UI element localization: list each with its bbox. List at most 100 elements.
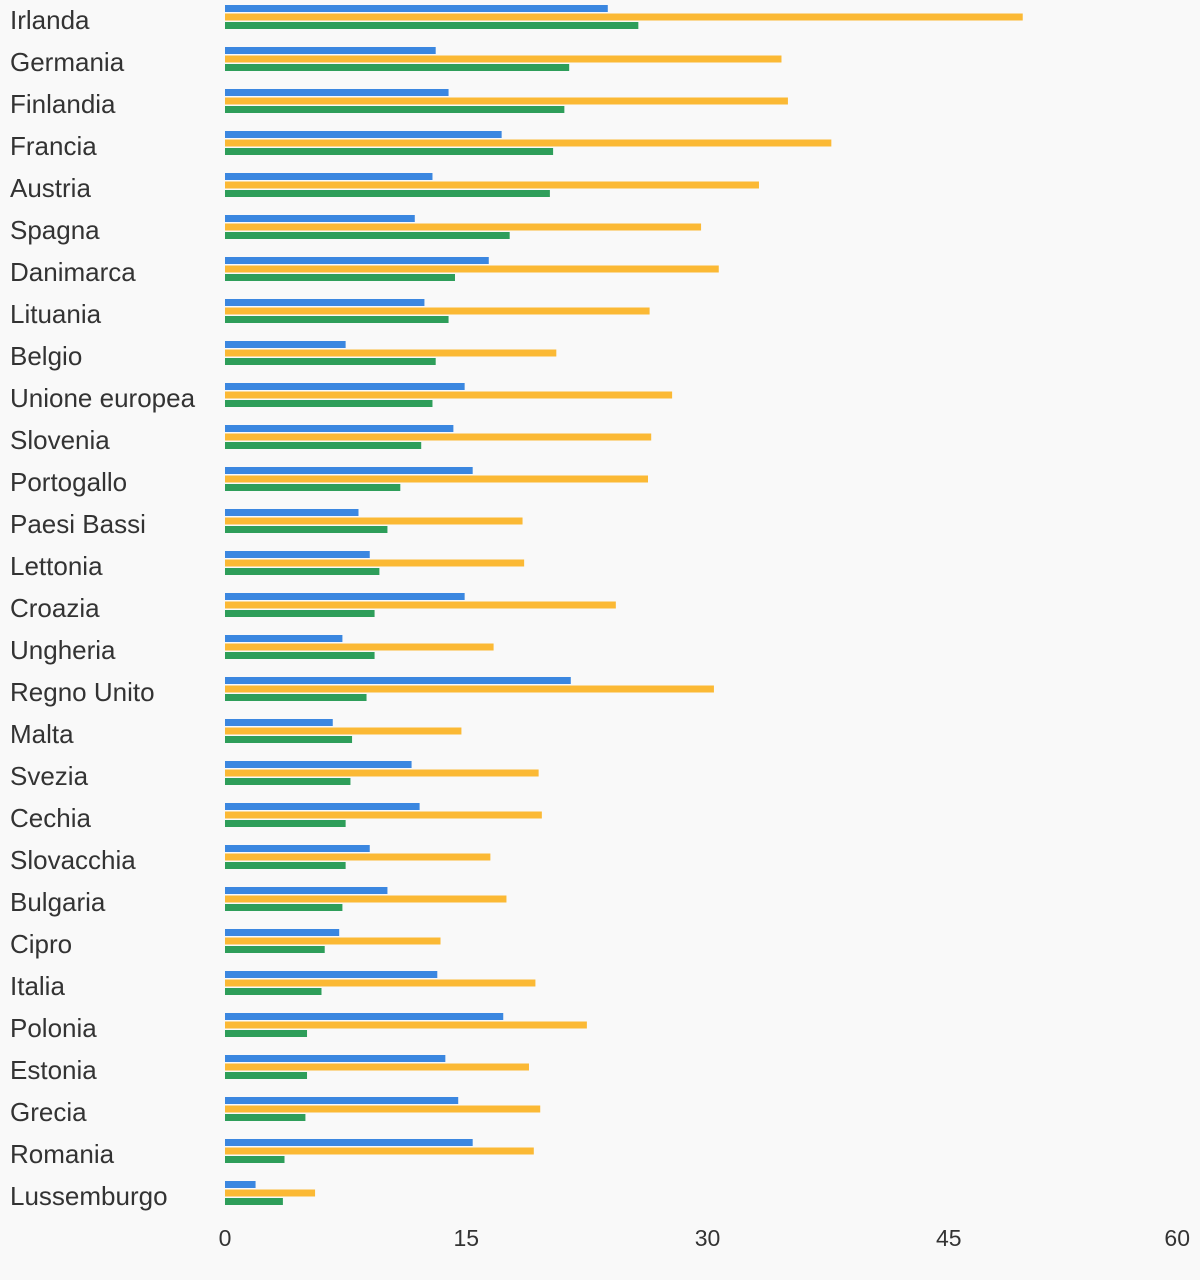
bar	[225, 316, 449, 323]
bar	[225, 106, 565, 113]
bar	[225, 1114, 306, 1121]
category-label: Grecia	[10, 1097, 87, 1127]
bar	[225, 778, 351, 785]
category-label: Estonia	[10, 1055, 97, 1085]
category-label: Spagna	[10, 215, 100, 245]
bar	[225, 652, 375, 659]
category-label: Polonia	[10, 1013, 97, 1043]
bar	[225, 895, 507, 903]
bar	[225, 694, 367, 701]
bar	[225, 643, 494, 651]
bar	[225, 139, 832, 147]
category-label: Ungheria	[10, 635, 116, 665]
bar	[225, 677, 571, 684]
category-label: Lussemburgo	[10, 1181, 168, 1211]
bar	[225, 1013, 504, 1020]
category-label: Paesi Bassi	[10, 509, 146, 539]
x-tick-label: 0	[219, 1225, 232, 1251]
bar	[225, 1105, 541, 1113]
category-label: Finlandia	[10, 89, 116, 119]
bar	[225, 509, 359, 516]
bar	[225, 601, 616, 609]
x-tick-label: 30	[695, 1225, 721, 1251]
bar	[225, 820, 346, 827]
bar	[225, 862, 346, 869]
bar	[225, 148, 554, 155]
bar	[225, 887, 388, 894]
category-label: Lituania	[10, 299, 102, 329]
bar	[225, 929, 340, 936]
category-label: Malta	[10, 719, 74, 749]
bar	[225, 358, 436, 365]
x-axis-ticks: 0 15 30 45 60	[219, 1225, 1190, 1251]
bar	[225, 47, 436, 54]
bar	[225, 475, 648, 483]
bar	[225, 349, 557, 357]
bar	[225, 727, 462, 735]
bar	[225, 853, 491, 861]
bar	[225, 1189, 316, 1197]
bar	[225, 1072, 308, 1079]
bar	[225, 769, 539, 777]
bar	[225, 937, 441, 945]
bar	[225, 1147, 534, 1155]
bar	[225, 979, 536, 987]
bar	[225, 610, 375, 617]
category-label: Italia	[10, 971, 65, 1001]
bar	[225, 845, 370, 852]
bar	[225, 265, 719, 273]
bar	[225, 391, 673, 399]
bar	[225, 223, 702, 231]
bar	[225, 635, 343, 642]
category-label: Svezia	[10, 761, 89, 791]
bar	[225, 719, 333, 726]
bar	[225, 181, 759, 189]
bar	[225, 988, 322, 995]
category-label: Slovenia	[10, 425, 110, 455]
category-label: Germania	[10, 47, 125, 77]
bar	[225, 5, 608, 12]
bar	[225, 811, 542, 819]
bar	[225, 1139, 473, 1146]
category-label: Unione europea	[10, 383, 196, 413]
bar	[225, 400, 433, 407]
bar	[225, 1055, 446, 1062]
bar	[225, 685, 714, 693]
x-tick-label: 60	[1164, 1225, 1190, 1251]
bar	[225, 173, 433, 180]
bar	[225, 1021, 587, 1029]
bar	[225, 97, 788, 105]
bar	[225, 1030, 308, 1037]
category-labels: Irlanda Germania Finlandia Francia Austria Sp…	[10, 5, 196, 1211]
category-label: Bulgaria	[10, 887, 106, 917]
bar	[225, 89, 449, 96]
category-label: Regno Unito	[10, 677, 155, 707]
bar	[225, 433, 652, 441]
bar	[225, 1198, 283, 1205]
bar	[225, 971, 438, 978]
bar	[225, 484, 401, 491]
bar	[225, 1097, 459, 1104]
bar	[225, 904, 343, 911]
bar	[225, 467, 473, 474]
bar	[225, 1156, 285, 1163]
bar	[225, 593, 465, 600]
category-label: Portogallo	[10, 467, 127, 497]
bar	[225, 1063, 529, 1071]
bar	[225, 803, 420, 810]
bar	[225, 526, 388, 533]
x-tick-label: 15	[453, 1225, 479, 1251]
x-tick-label: 45	[936, 1225, 962, 1251]
category-label: Slovacchia	[10, 845, 136, 875]
bar	[225, 761, 412, 768]
bar	[225, 215, 415, 222]
bar	[225, 299, 425, 306]
bar	[225, 559, 525, 567]
bar	[225, 22, 639, 29]
category-label: Romania	[10, 1139, 115, 1169]
category-label: Danimarca	[10, 257, 136, 287]
bar	[225, 232, 510, 239]
bar	[225, 131, 502, 138]
category-label: Belgio	[10, 341, 82, 371]
bar	[225, 442, 422, 449]
